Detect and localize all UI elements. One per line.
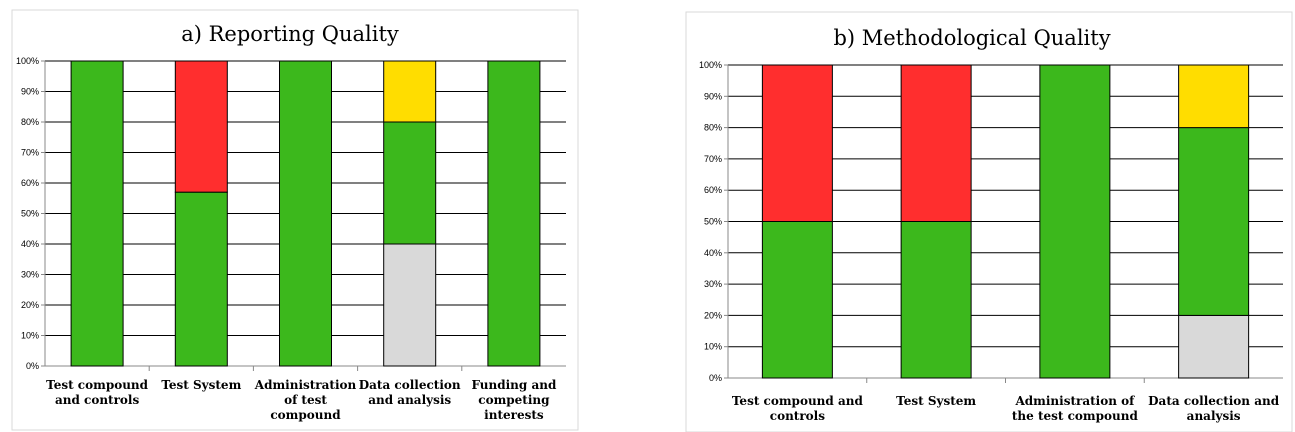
- bar-segment-a-4-1: [487, 60, 541, 367]
- y-tick-label: 70%: [21, 148, 39, 158]
- y-tick-label: 20%: [704, 310, 722, 320]
- y-tick-label: 40%: [704, 248, 722, 258]
- bar-segment-a-3-0: [383, 243, 437, 367]
- bar-segment-b-0-1: [761, 221, 833, 379]
- y-tick-label: 0%: [709, 373, 722, 383]
- bar-segment-b-1-3: [900, 64, 972, 222]
- y-tick-label: 80%: [704, 123, 722, 133]
- bar-segment-b-3-1: [1178, 127, 1250, 316]
- y-tick-label: 100%: [16, 56, 39, 66]
- category-label: Test compound and controls: [46, 378, 149, 407]
- category-label: Test System: [896, 394, 976, 408]
- bar-segment-b-1-1: [900, 221, 972, 379]
- y-tick-label: 10%: [704, 342, 722, 352]
- y-tick-label: 70%: [704, 154, 722, 164]
- bar-segment-a-1-3: [174, 60, 228, 193]
- category-label: Funding and competing interests: [471, 378, 557, 422]
- category-label: Test compound and controls: [732, 394, 864, 423]
- y-tick-label: 50%: [704, 217, 722, 227]
- category-label: Administration of test compound: [254, 378, 357, 422]
- bar-segment-a-3-1: [383, 121, 437, 245]
- y-tick-label: 60%: [21, 178, 39, 188]
- methodological-quality-svg: b) Methodological Quality 0% 10% 20% 30% 40% 5…: [685, 11, 1293, 432]
- y-tick-label: 20%: [21, 300, 39, 310]
- chart-title: b) Methodological Quality: [833, 26, 1110, 50]
- bar-segment-b-3-0: [1178, 314, 1250, 379]
- y-tick-label: 30%: [21, 270, 39, 280]
- bar-segment-b-0-3: [761, 64, 833, 222]
- y-tick-label: 30%: [704, 279, 722, 289]
- y-tick-label: 10%: [21, 331, 39, 341]
- bar-segment-a-1-1: [174, 191, 228, 367]
- bar-segment-a-3-2: [383, 60, 437, 123]
- y-tick-label: 50%: [21, 209, 39, 219]
- chart-title: a) Reporting Quality: [181, 22, 399, 46]
- y-tick-label: 100%: [699, 60, 722, 70]
- y-tick-label: 40%: [21, 239, 39, 249]
- reporting-quality-chart: a) Reporting Quality 0% 10% 20% 30% 40% 50% 60%…: [0, 0, 640, 432]
- y-tick-label: 90%: [21, 87, 39, 97]
- category-label: Administration of the test compound: [1012, 394, 1139, 423]
- y-tick-label: 90%: [704, 91, 722, 101]
- category-label: Test System: [161, 378, 241, 392]
- bar-segment-a-0-1: [70, 60, 124, 367]
- bar-segment-b-3-2: [1178, 64, 1250, 129]
- bar-segment-b-2-1: [1039, 64, 1111, 379]
- y-tick-label: 80%: [21, 117, 39, 127]
- y-tick-label: 60%: [704, 185, 722, 195]
- methodological-quality-chart: b) Methodological Quality 0% 10% 20% 30% 40% 5…: [650, 0, 1295, 432]
- y-tick-label: 0%: [26, 361, 39, 371]
- category-label: Data collection and analysis: [359, 378, 461, 407]
- bar-segment-a-2-1: [279, 60, 332, 367]
- reporting-quality-svg: a) Reporting Quality 0% 10% 20% 30% 40% 50% 60%…: [11, 9, 579, 431]
- category-label: Data collection and analysis: [1148, 394, 1280, 423]
